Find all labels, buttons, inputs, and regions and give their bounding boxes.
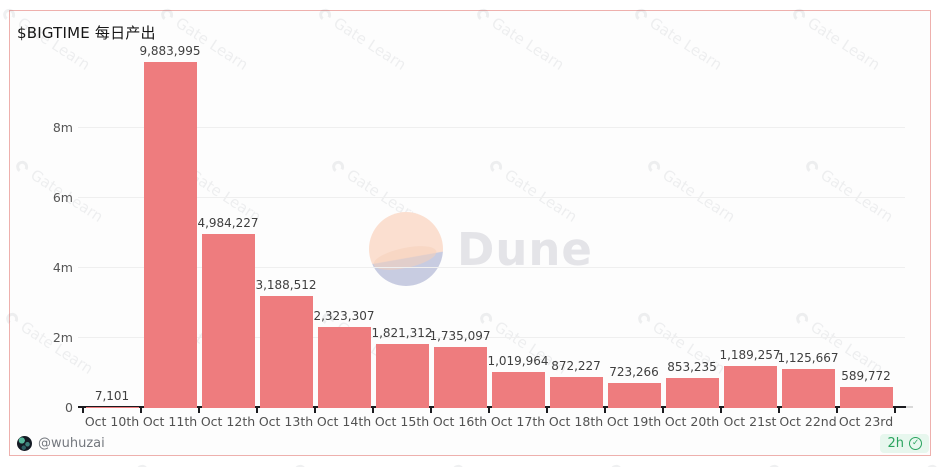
x-axis-tickmark [662,408,664,413]
time-badge[interactable]: 2h ✓ [880,434,929,453]
y-axis-tick-label: 0 [65,400,73,415]
bar-value-label: 723,266 [609,364,659,379]
bar-oct-19th[interactable] [607,382,661,408]
bar-value-label: 589,772 [841,369,891,384]
x-axis-tick-label: Oct 19th [606,414,662,429]
bar-value-label: 853,235 [667,360,717,375]
bar-oct-11th[interactable] [143,62,197,408]
x-axis-tickmark [894,408,896,413]
x-axis-tick-label: Oct 21st [723,414,777,429]
x-axis-tick-label: Oct 13th [258,414,314,429]
bar-value-label: 7,101 [94,389,130,404]
bar-value-label: 1,125,667 [777,350,839,365]
bar-oct-20th[interactable] [665,378,719,408]
bar-oct-22nd[interactable] [781,368,835,408]
bar-value-label: 9,883,995 [139,44,201,59]
x-axis-tickmark [198,408,200,413]
x-axis-tick-label: Oct 23rd [838,414,894,429]
x-axis-tickmark [372,408,374,413]
x-axis-tick-label: Oct 10th [84,414,140,429]
bar-oct-10th[interactable] [85,407,139,408]
x-axis-tickmark [546,408,548,413]
bar-oct-17th[interactable] [491,372,545,408]
y-gridline [78,127,905,128]
x-axis-tickmark [604,408,606,413]
check-circle-icon: ✓ [909,437,922,450]
x-axis-tick-label: Oct 12th [200,414,256,429]
x-axis-tickmark [314,408,316,413]
chart-title: $BIGTIME 每日产出 [17,24,156,42]
x-axis-tick-label: Oct 15th [374,414,430,429]
x-axis-tick-label: Oct 14th [316,414,372,429]
x-axis-tick-label: Oct 22nd [779,414,837,429]
bar-oct-14th[interactable] [317,326,371,408]
y-axis-tick-label: 2m [52,330,73,345]
dune-wordmark: Dune [457,222,593,276]
bar-value-label: 4,984,227 [197,215,259,230]
bar-value-label: 1,189,257 [719,348,781,363]
bar-value-label: 2,323,307 [313,308,375,323]
x-axis-line-extension [906,406,913,408]
bar-oct-21st[interactable] [723,366,777,408]
x-axis-tick-label: Oct 16th [432,414,488,429]
x-axis-tickmark [256,408,258,413]
author-handle[interactable]: @wuhuzai [38,436,105,451]
bar-oct-16th[interactable] [433,347,487,408]
dune-logo-icon [369,212,443,286]
x-axis-tickmark [82,408,84,413]
bar-value-label: 1,821,312 [371,326,433,341]
y-gridline [78,337,905,338]
x-axis-tick-label: Oct 18th [548,414,604,429]
x-axis-tickmark [836,408,838,413]
avatar [17,436,32,451]
y-gridline [78,267,905,268]
x-axis-tick-label: Oct 20th [664,414,720,429]
x-axis-tickmark [430,408,432,413]
y-axis-tick-label: 4m [52,260,73,275]
x-axis-tickmark [140,408,142,413]
bar-value-label: 1,019,964 [487,354,549,369]
bar-oct-15th[interactable] [375,344,429,408]
bar-oct-18th[interactable] [549,377,603,408]
x-axis-tickmark [778,408,780,413]
y-gridline [78,197,905,198]
bar-oct-13th[interactable] [259,296,313,408]
x-axis-tick-label: Oct 17th [490,414,546,429]
author-row[interactable]: @wuhuzai [17,436,105,451]
bar-oct-23rd[interactable] [839,387,893,408]
y-axis-tick-label: 6m [52,190,73,205]
y-axis-tick-label: 8m [52,120,73,135]
x-axis-tickmark [488,408,490,413]
bar-value-label: 1,735,097 [429,329,491,344]
bar-value-label: 872,227 [551,359,601,374]
x-axis-tick-label: Oct 11th [142,414,198,429]
bar-oct-12th[interactable] [201,233,255,408]
dune-watermark: Dune [369,212,593,286]
x-axis-tickmark [720,408,722,413]
time-badge-label: 2h [887,436,904,451]
bar-value-label: 3,188,512 [255,278,317,293]
